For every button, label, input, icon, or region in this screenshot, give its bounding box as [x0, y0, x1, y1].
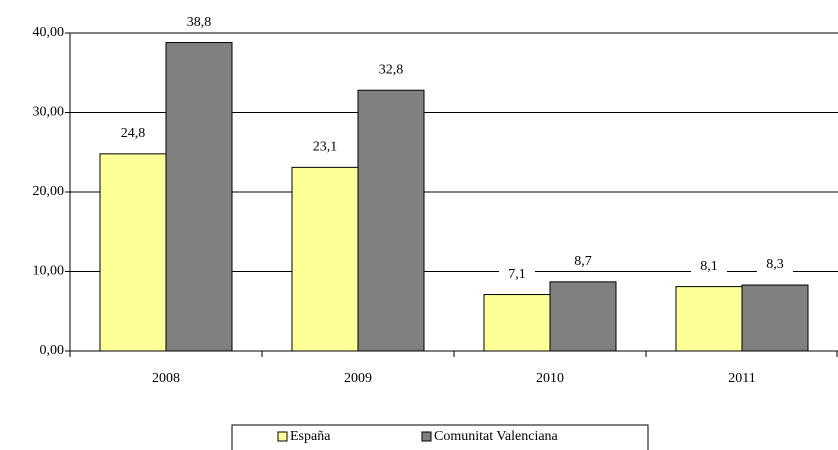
- bar: [549, 281, 617, 352]
- bar: [99, 153, 167, 352]
- data-label: 23,1: [313, 140, 338, 155]
- bar: [165, 42, 233, 352]
- legend-swatch: [421, 431, 432, 442]
- data-label: 32,8: [379, 62, 404, 77]
- y-tick-label: 10,00: [33, 264, 65, 279]
- label-bg: [115, 124, 151, 143]
- label-bg: [307, 138, 343, 157]
- x-tick-label: 2011: [728, 371, 755, 386]
- legend-label: Comunitat Valenciana: [434, 429, 559, 444]
- y-tick-label: 40,00: [33, 25, 65, 40]
- label-bg: [181, 13, 217, 32]
- legend-swatch: [277, 431, 288, 442]
- data-label: 38,8: [187, 15, 212, 30]
- y-tick-label: 0,00: [40, 343, 65, 358]
- x-tick-label: 2008: [152, 371, 180, 386]
- label-bg: [373, 61, 409, 80]
- bar: [741, 284, 809, 352]
- y-tick-label: 20,00: [33, 184, 65, 199]
- data-label: 7,1: [508, 267, 526, 282]
- bar: [357, 89, 425, 352]
- data-label: 24,8: [121, 126, 146, 141]
- x-tick-label: 2009: [344, 371, 372, 386]
- legend-label: España: [290, 429, 331, 444]
- legend-box: [231, 424, 649, 450]
- bar: [483, 294, 551, 352]
- bar: [291, 166, 359, 352]
- label-bg: [757, 256, 793, 275]
- data-label: 8,7: [574, 254, 592, 269]
- x-tick-label: 2010: [536, 371, 564, 386]
- legend: España Comunitat Valenciana: [231, 424, 649, 450]
- label-bg: [691, 257, 727, 276]
- label-bg: [499, 265, 535, 284]
- data-label: 8,3: [766, 257, 784, 272]
- label-bg: [565, 252, 601, 271]
- data-label: 8,1: [700, 259, 718, 274]
- bar: [675, 286, 743, 352]
- y-tick-label: 30,00: [33, 105, 65, 120]
